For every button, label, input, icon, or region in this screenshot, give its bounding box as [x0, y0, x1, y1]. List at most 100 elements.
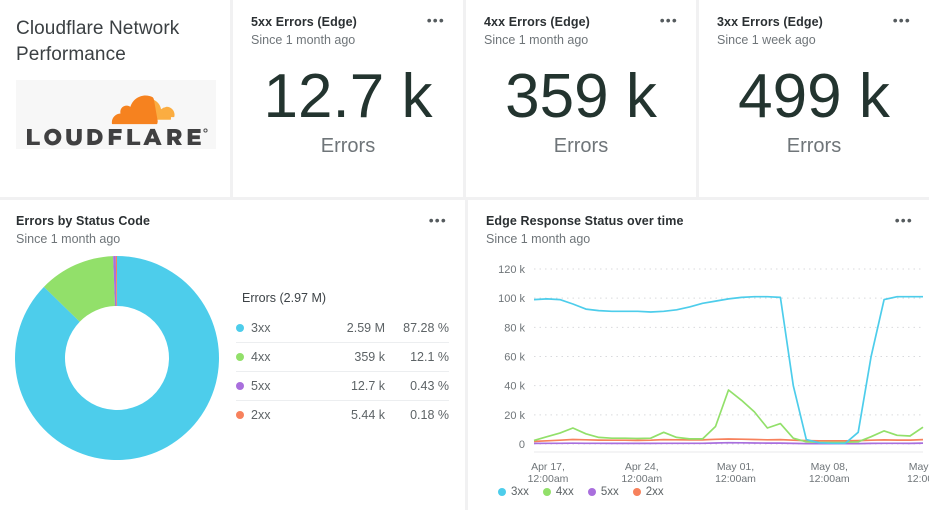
legend-label: 2xx — [251, 408, 271, 422]
legend-name-cell: 5xx — [236, 371, 307, 401]
legend-swatch-4xx — [236, 352, 244, 361]
line-series-4xx — [533, 389, 924, 444]
donut-legend: Errors (2.97 M) 3xx 2.59 M 87.28 % — [222, 247, 449, 429]
legend-value: 5.44 k — [350, 408, 385, 422]
card-title: Edge Response Status over time — [486, 214, 684, 228]
line-chart-header: Edge Response Status over time Since 1 m… — [486, 214, 929, 247]
y-tick-label: 60 k — [504, 352, 525, 364]
y-tick-label: 80 k — [504, 322, 525, 334]
chart-legend-item[interactable]: 2xx — [632, 486, 664, 498]
card-title: 5xx Errors (Edge) — [251, 15, 357, 29]
y-tick-label: 0 — [519, 439, 525, 451]
legend-row[interactable]: 3xx 2.59 M 87.28 % — [236, 314, 449, 343]
chart-legend-item[interactable]: 5xx — [587, 486, 619, 498]
billboard-label: Errors — [786, 135, 842, 157]
line-series-2xx — [533, 438, 924, 443]
x-tick-label: May 1 — [909, 461, 929, 473]
chart-legend-item[interactable]: 3xx — [498, 486, 529, 498]
x-tick-label: 12:00am — [715, 473, 756, 485]
top-row: Cloudflare Network Performance — [0, 0, 929, 197]
x-tick-label: 12:00a — [907, 473, 929, 485]
chart-legend-item[interactable]: 4xx — [542, 486, 574, 498]
page-title: Cloudflare Network Performance — [16, 18, 180, 65]
donut-chart-svg — [14, 256, 219, 460]
legend-name-cell: 4xx — [236, 342, 307, 372]
legend-total: Errors (2.97 M) — [242, 291, 327, 305]
legend-label: 2xx — [645, 486, 664, 498]
y-tick-label: 20 k — [504, 410, 525, 422]
billboard-card-3xx: 3xx Errors (Edge) Since 1 week ago ••• 4… — [699, 0, 929, 197]
x-tick-label: Apr 17, — [531, 461, 565, 473]
donut-body: Errors (2.97 M) 3xx 2.59 M 87.28 % — [14, 247, 449, 510]
x-tick-label: 12:00am — [621, 473, 662, 485]
donut-slice-2xx[interactable] — [115, 256, 117, 307]
billboard-card-4xx: 4xx Errors (Edge) Since 1 month ago ••• … — [466, 0, 696, 197]
legend-value: 2.59 M — [306, 314, 385, 343]
line-chart-svg: 0 20 k 40 k 60 k 80 k 100 k 120 k Apr 17, 12:00a… — [498, 264, 929, 485]
y-tick-label: 120 k — [498, 264, 525, 276]
bottom-row: Errors by Status Code Since 1 month ago … — [0, 200, 929, 510]
legend-row[interactable]: 4xx 359 k 12.1 % — [236, 342, 449, 372]
legend-swatch-2xx — [632, 488, 641, 496]
edge-response-status-card: Edge Response Status over time Since 1 m… — [468, 200, 929, 510]
errors-by-status-code-card: Errors by Status Code Since 1 month ago … — [0, 200, 465, 510]
legend-swatch-5xx — [587, 488, 596, 496]
card-menu-icon[interactable]: ••• — [659, 12, 678, 28]
donut-slice-5xx[interactable] — [113, 256, 117, 307]
line-chart[interactable]: 0 20 k 40 k 60 k 80 k 100 k 120 k Apr 17, 12:00a… — [486, 261, 929, 510]
billboard-value: 359 k — [505, 62, 657, 131]
legend-percent: 0.43 % — [385, 371, 449, 401]
x-tick-label: 12:00am — [809, 473, 850, 485]
x-tick-label: Apr 24, — [625, 461, 659, 473]
card-title: 4xx Errors (Edge) — [484, 15, 590, 29]
legend-row[interactable]: 5xx 12.7 k 0.43 % — [236, 371, 449, 401]
card-menu-icon[interactable]: ••• — [428, 212, 447, 228]
billboard-label: Errors — [320, 135, 376, 157]
legend-name-cell: 3xx — [236, 314, 307, 343]
card-subtitle: Since 1 week ago — [717, 33, 816, 47]
card-menu-icon[interactable]: ••• — [894, 212, 913, 228]
y-tick-label: 40 k — [504, 381, 525, 393]
legend-swatch-2xx — [236, 410, 244, 419]
donut-header: Errors by Status Code Since 1 month ago — [16, 214, 449, 247]
card-subtitle: Since 1 month ago — [486, 232, 591, 246]
legend-table: 3xx 2.59 M 87.28 % 4xx 359 k 12.1 % — [236, 314, 449, 429]
legend-label: 4xx — [555, 486, 574, 498]
card-title: 3xx Errors (Edge) — [717, 15, 823, 29]
card-subtitle: Since 1 month ago — [16, 232, 121, 246]
card-menu-icon[interactable]: ••• — [892, 12, 911, 28]
billboard-value: 499 k — [738, 62, 890, 131]
donut-slice-4xx[interactable] — [43, 256, 116, 322]
billboard-header: 5xx Errors (Edge) Since 1 month ago — [251, 15, 445, 48]
cloudflare-logo-icon — [27, 94, 208, 146]
billboard-header: 4xx Errors (Edge) Since 1 month ago — [484, 15, 678, 48]
legend-row[interactable]: 2xx 5.44 k 0.18 % — [236, 401, 449, 430]
card-subtitle: Since 1 month ago — [251, 33, 356, 47]
card-menu-icon[interactable]: ••• — [426, 12, 445, 28]
legend-name-cell: 2xx — [236, 401, 307, 430]
chart-legend: 3xx 4xx 5xx 2xx — [498, 486, 664, 498]
legend-swatch-4xx — [542, 488, 551, 496]
legend-label: 3xx — [511, 486, 529, 498]
legend-value: 359 k — [306, 342, 385, 372]
line-series-3xx — [533, 295, 923, 445]
dashboard-header-card: Cloudflare Network Performance — [0, 0, 230, 197]
legend-percent: 0.18 % — [410, 408, 449, 422]
legend-percent: 12.1 % — [385, 342, 449, 372]
donut-chart[interactable] — [12, 253, 222, 463]
billboard-header: 3xx Errors (Edge) Since 1 week ago — [717, 15, 911, 48]
legend-label: 5xx — [251, 379, 271, 393]
y-tick-label: 100 k — [498, 293, 525, 305]
legend-swatch-5xx — [236, 381, 244, 390]
cloudflare-logo — [16, 80, 216, 149]
legend-label: 3xx — [251, 321, 271, 335]
donut-slice-3xx[interactable] — [14, 256, 219, 460]
legend-swatch-3xx — [236, 323, 244, 332]
x-tick-label: May 08, — [811, 461, 848, 473]
billboard-card-5xx: 5xx Errors (Edge) Since 1 month ago ••• … — [233, 0, 463, 197]
legend-label: 5xx — [600, 486, 619, 498]
billboard-value: 12.7 k — [263, 62, 433, 131]
legend-swatch-3xx — [498, 488, 506, 496]
legend-value: 12.7 k — [306, 371, 385, 401]
